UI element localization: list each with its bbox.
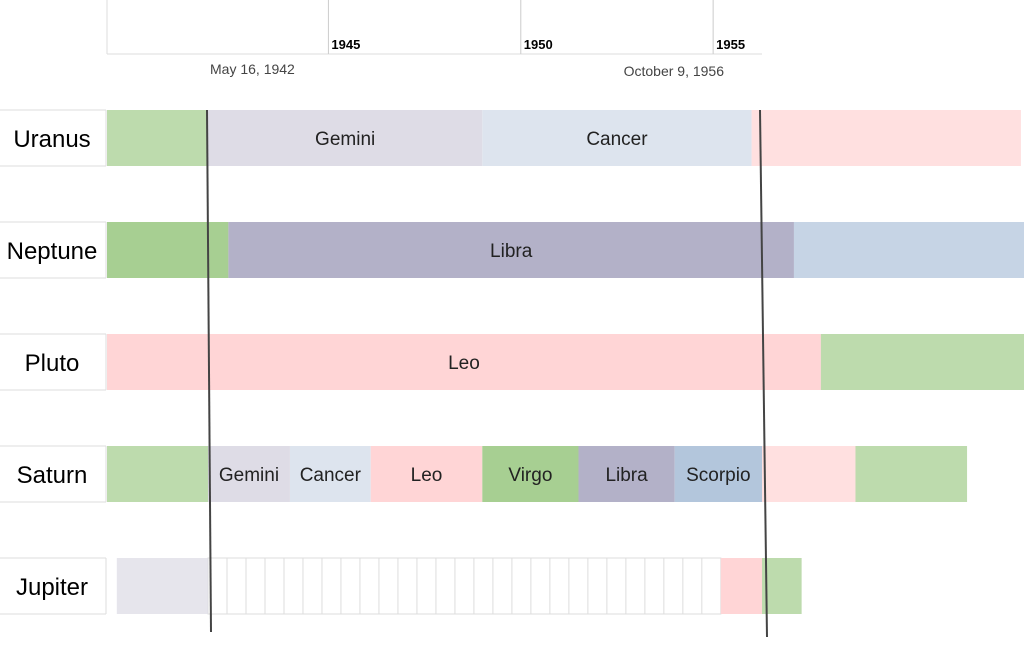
sign-label-cancer: Cancer [586, 129, 648, 150]
sign-segment-libra[interactable] [578, 446, 675, 502]
end-date-label: October 9, 1956 [624, 63, 725, 79]
sign-label-libra: Libra [490, 241, 533, 262]
axis-tick-label: 1950 [524, 37, 553, 52]
sign-segment-virgo[interactable] [855, 446, 968, 502]
empty-grid [207, 557, 722, 615]
sign-segment-cancer[interactable] [289, 446, 371, 502]
sign-label-libra: Libra [605, 465, 648, 486]
sign-label-virgo: Virgo [508, 465, 552, 486]
sign-segment-virgo[interactable] [820, 334, 1024, 390]
year-axis: 1945 1950 1955 [106, 0, 762, 55]
planet-label-uranus: Uranus [13, 126, 90, 153]
sign-segment-scorpio[interactable] [674, 446, 762, 502]
sign-segment-leo[interactable] [370, 446, 483, 502]
start-date-label: May 16, 1942 [210, 61, 295, 77]
planet-label-pluto: Pluto [25, 350, 80, 377]
sign-segment-taurus[interactable] [107, 110, 208, 166]
sign-segment-gemini[interactable] [208, 446, 290, 502]
sign-segment-virgo[interactable] [762, 558, 802, 614]
axis-tick-label: 1945 [331, 37, 360, 52]
row-jupiter [116, 557, 802, 615]
sign-segment-gemini[interactable] [116, 558, 208, 614]
row-pluto: Leo [107, 334, 1024, 390]
planet-label-neptune: Neptune [7, 238, 98, 265]
sign-segment-virgo[interactable] [482, 446, 579, 502]
sign-label-cancer: Cancer [300, 465, 362, 486]
row-uranus: Gemini Cancer [107, 110, 1021, 166]
planet-labels: Uranus Neptune Pluto Saturn Jupiter [0, 109, 107, 615]
sign-segment-gemini[interactable] [208, 110, 483, 166]
sign-segment-libra[interactable] [228, 222, 794, 278]
sign-label-leo: Leo [411, 465, 443, 486]
sign-segment-taurus[interactable] [107, 446, 208, 502]
row-neptune: Libra [107, 222, 1024, 278]
sign-label-scorpio: Scorpio [686, 465, 750, 486]
sign-label-gemini: Gemini [219, 465, 279, 486]
sign-segment-virgo[interactable] [107, 222, 229, 278]
range-markers: May 16, 1942 October 9, 1956 [206, 61, 768, 638]
planet-label-saturn: Saturn [17, 462, 88, 489]
sign-segment-leo[interactable] [762, 446, 856, 502]
sign-segment-leo[interactable] [751, 110, 1021, 166]
axis-tick-label: 1955 [716, 37, 745, 52]
sign-segment-leo[interactable] [720, 558, 762, 614]
sign-segment-scorpio[interactable] [793, 222, 1024, 278]
planet-rows: Gemini Cancer Libra Leo Gemini Cancer Leo Virgo… [107, 110, 1024, 615]
sign-segment-leo[interactable] [107, 334, 821, 390]
planet-label-jupiter: Jupiter [16, 574, 88, 601]
end-marker-line[interactable] [759, 109, 768, 638]
sign-label-leo: Leo [448, 353, 480, 374]
sign-segment-cancer[interactable] [482, 110, 752, 166]
sign-label-gemini: Gemini [315, 129, 375, 150]
row-saturn: Gemini Cancer Leo Virgo Libra Scorpio [107, 446, 968, 502]
start-marker-line[interactable] [206, 109, 212, 633]
